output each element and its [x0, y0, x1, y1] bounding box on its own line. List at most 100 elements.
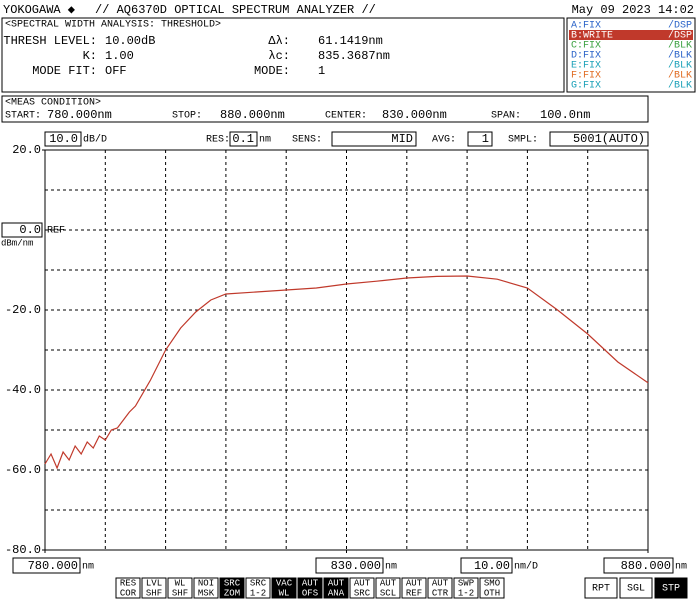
x-tick-box — [12, 557, 81, 574]
trace-mode: /BLK — [668, 70, 692, 82]
ref-label: REF — [47, 226, 65, 237]
sweep-key[interactable] — [584, 577, 618, 599]
soft-key[interactable] — [427, 577, 453, 599]
trace-name: A:FIX — [571, 21, 601, 32]
setting-unit: dB/D — [83, 134, 107, 146]
ref-box — [1, 222, 43, 238]
soft-key[interactable] — [375, 577, 401, 599]
analysis-label: MODE FIT: — [32, 64, 97, 78]
analysis-label: Δλ: — [268, 34, 290, 48]
x-tick-label: 880.000 — [621, 559, 671, 573]
setting-unit: nm — [259, 135, 271, 146]
soft-key-bottom: COR — [120, 588, 137, 598]
soft-key-bottom: ZOM — [224, 588, 240, 598]
sweep-key[interactable] — [619, 577, 653, 599]
soft-key[interactable] — [219, 577, 245, 599]
meas-title: <MEAS CONDITION> — [5, 98, 101, 109]
soft-key-top: WL — [175, 578, 186, 588]
analysis-label: MODE: — [254, 64, 290, 78]
y-tick-label: -40.0 — [5, 383, 41, 397]
instrument-title: // AQ6370D OPTICAL SPECTRUM ANALYZER // — [95, 3, 376, 17]
soft-key[interactable] — [349, 577, 375, 599]
trace-highlight — [569, 30, 693, 40]
soft-key[interactable] — [115, 577, 141, 599]
setting-label: AVG: — [432, 135, 456, 146]
setting-box — [331, 131, 417, 147]
soft-key[interactable] — [453, 577, 479, 599]
sweep-key-label: RPT — [592, 584, 610, 595]
datetime: May 09 2023 14:02 — [572, 3, 694, 17]
meas-value: 830.000nm — [382, 108, 447, 122]
sweep-key[interactable] — [654, 577, 688, 599]
trace-name: B:WRITE — [571, 31, 613, 42]
analysis-label: λc: — [268, 49, 290, 63]
soft-key-top: AUT — [380, 578, 397, 588]
analysis-value: 1 — [318, 64, 325, 78]
soft-key-top: VAC — [276, 578, 293, 588]
trace-mode: /DSP — [668, 20, 692, 32]
x-tick-box — [315, 557, 384, 574]
x-div-unit: nm/D — [514, 561, 538, 573]
setting-box — [44, 131, 82, 147]
setting-box — [467, 131, 493, 147]
brand: YOKOGAWA ◆ — [3, 3, 76, 17]
soft-key-top: AUT — [328, 578, 345, 588]
soft-key-top: SMO — [484, 578, 500, 588]
analysis-label: THRESH LEVEL: — [3, 34, 97, 48]
soft-key[interactable] — [479, 577, 505, 599]
spectrum-trace — [44, 275, 649, 470]
setting-box — [549, 131, 649, 147]
trace-box — [566, 17, 696, 93]
meas-label: SPAN: — [491, 111, 521, 122]
soft-key[interactable] — [245, 577, 271, 599]
soft-key[interactable] — [167, 577, 193, 599]
soft-key-bottom: REF — [406, 588, 422, 598]
sweep-key-label: STP — [662, 584, 680, 595]
soft-key-top: AUT — [406, 578, 423, 588]
y-unit: dBm/nm — [1, 238, 33, 248]
soft-key[interactable] — [297, 577, 323, 599]
soft-key-top: SRC — [250, 578, 267, 588]
soft-key[interactable] — [401, 577, 427, 599]
soft-key[interactable] — [323, 577, 349, 599]
meas-box — [1, 95, 649, 123]
y-tick-label: 20.0 — [12, 143, 41, 157]
setting-label: SENS: — [292, 135, 322, 146]
meas-label: STOP: — [172, 111, 202, 122]
trace-name: C:FIX — [571, 41, 601, 52]
soft-key[interactable] — [271, 577, 297, 599]
soft-key-bottom: 1-2 — [458, 588, 474, 598]
setting-value: 10.0 — [49, 132, 78, 146]
soft-key-bottom: OTH — [484, 588, 500, 598]
x-unit: nm — [82, 562, 94, 573]
soft-key-bottom: WL — [279, 588, 290, 598]
trace-name: G:FIX — [571, 81, 601, 92]
soft-key-bottom: ANA — [328, 588, 345, 598]
soft-key-top: AUT — [432, 578, 449, 588]
meas-value: 100.0nm — [540, 108, 590, 122]
x-tick-box — [603, 557, 674, 574]
soft-key-top: AUT — [302, 578, 319, 588]
trace-name: F:FIX — [571, 71, 601, 82]
analysis-label: K: — [83, 49, 97, 63]
soft-key[interactable] — [141, 577, 167, 599]
analysis-value: OFF — [105, 64, 127, 78]
soft-key-bottom: SRC — [354, 588, 371, 598]
x-div-box — [460, 557, 513, 574]
setting-value: 5001(AUTO) — [573, 132, 645, 146]
y-tick-label: -60.0 — [5, 463, 41, 477]
soft-key[interactable] — [193, 577, 219, 599]
trace-mode: /BLK — [668, 40, 692, 52]
x-tick-label: 780.000 — [28, 559, 78, 573]
analysis-value: 1.00 — [105, 49, 134, 63]
y-tick-label: 0.0 — [19, 223, 41, 237]
setting-box — [229, 131, 258, 147]
soft-key-top: AUT — [354, 578, 371, 588]
soft-key-top: LVL — [146, 578, 162, 588]
analysis-value: 61.1419nm — [318, 34, 383, 48]
soft-key-top: SWP — [458, 578, 474, 588]
soft-key-top: RES — [120, 578, 136, 588]
y-tick-label: -20.0 — [5, 303, 41, 317]
trace-mode: /BLK — [668, 80, 692, 92]
x-unit: nm — [675, 562, 687, 573]
